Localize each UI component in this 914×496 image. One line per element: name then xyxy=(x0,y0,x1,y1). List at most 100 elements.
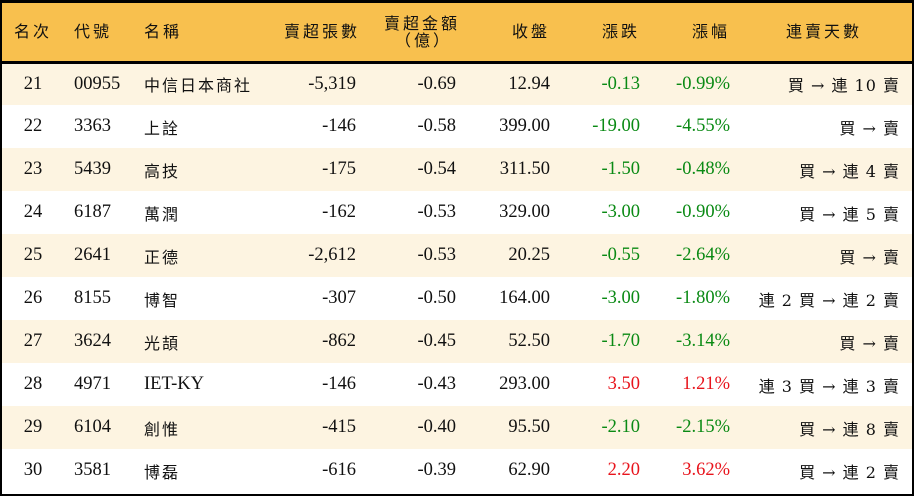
cell-change-pct: -2.15% xyxy=(676,417,730,437)
cell-name: 上詮 xyxy=(144,118,181,138)
cell-change-pct: 3.62% xyxy=(682,460,730,480)
cell-change-pct: -1.80% xyxy=(676,288,730,308)
cell-code: 6104 xyxy=(74,417,111,437)
cell-rank: 28 xyxy=(23,374,43,394)
cell-change-pct: 1.21% xyxy=(682,374,730,394)
cell-sell-lots: -146 xyxy=(322,374,356,394)
cell-change-pct: -0.48% xyxy=(676,159,730,179)
cell-sell-amount: -0.39 xyxy=(417,460,456,480)
cell-sell-lots: -307 xyxy=(322,288,356,308)
cell-name: 高技 xyxy=(144,161,181,181)
table-row: 29 6104 創惟 -415 -0.40 95.50 -2.10 -2.15%… xyxy=(2,406,912,449)
cell-change: -1.50 xyxy=(601,159,640,179)
cell-change: -2.10 xyxy=(601,417,640,437)
cell-change: -3.00 xyxy=(601,202,640,222)
cell-streak: 連 2 買 → 連 2 賣 xyxy=(758,290,900,310)
cell-code: 6187 xyxy=(74,202,111,222)
header-streak: 連賣天數 xyxy=(785,22,862,42)
cell-rank: 30 xyxy=(23,460,43,480)
cell-close: 329.00 xyxy=(499,202,550,222)
cell-name: 正德 xyxy=(144,247,181,267)
table-header: 名次 代號 名稱 賣超張數 賣超金額 （億） 收盤 漲跌 漲幅 連賣天數 xyxy=(2,3,912,62)
cell-change: -19.00 xyxy=(592,116,640,136)
cell-rank: 29 xyxy=(23,417,43,437)
cell-sell-amount: -0.53 xyxy=(417,245,456,265)
cell-streak: 買 → 賣 xyxy=(839,333,900,353)
cell-sell-amount: -0.54 xyxy=(417,159,456,179)
cell-streak: 買 → 連 2 賣 xyxy=(799,462,900,482)
cell-rank: 27 xyxy=(23,331,43,351)
header-row: 名次 代號 名稱 賣超張數 賣超金額 （億） 收盤 漲跌 漲幅 連賣天數 xyxy=(2,3,912,62)
sell-ranking-table: 名次 代號 名稱 賣超張數 賣超金額 （億） 收盤 漲跌 漲幅 連賣天數 21 … xyxy=(2,3,912,492)
cell-close: 52.50 xyxy=(508,331,550,351)
cell-sell-lots: -175 xyxy=(322,159,356,179)
cell-name: 創惟 xyxy=(144,419,181,439)
cell-change: -1.70 xyxy=(601,331,640,351)
table-row: 22 3363 上詮 -146 -0.58 399.00 -19.00 -4.5… xyxy=(2,105,912,148)
cell-rank: 24 xyxy=(23,202,43,222)
cell-streak: 買 → 賣 xyxy=(839,118,900,138)
cell-rank: 25 xyxy=(23,245,43,265)
cell-close: 20.25 xyxy=(508,245,550,265)
cell-sell-amount: -0.58 xyxy=(417,116,456,136)
cell-name: 博智 xyxy=(144,290,181,310)
cell-rank: 23 xyxy=(23,159,43,179)
table-row: 30 3581 博磊 -616 -0.39 62.90 2.20 3.62% 買… xyxy=(2,449,912,492)
cell-close: 12.94 xyxy=(508,73,550,94)
cell-sell-lots: -162 xyxy=(322,202,356,222)
table-row: 28 4971 IET-KY -146 -0.43 293.00 3.50 1.… xyxy=(2,363,912,406)
cell-streak: 買 → 賣 xyxy=(839,247,900,267)
cell-name: 博磊 xyxy=(144,462,181,482)
cell-rank: 22 xyxy=(23,116,43,136)
cell-change: 3.50 xyxy=(607,374,640,394)
table-row: 21 00955 中信日本商社 -5,319 -0.69 12.94 -0.13… xyxy=(2,62,912,105)
cell-sell-amount: -0.45 xyxy=(417,331,456,351)
cell-change-pct: -4.55% xyxy=(676,116,730,136)
table-row: 24 6187 萬潤 -162 -0.53 329.00 -3.00 -0.90… xyxy=(2,191,912,234)
cell-close: 293.00 xyxy=(499,374,550,394)
cell-sell-lots: -146 xyxy=(322,116,356,136)
cell-name: 中信日本商社 xyxy=(144,76,253,96)
cell-change: -3.00 xyxy=(601,288,640,308)
cell-sell-lots: -5,319 xyxy=(308,73,356,94)
cell-rank: 26 xyxy=(23,288,43,308)
cell-close: 399.00 xyxy=(499,116,550,136)
cell-code: 5439 xyxy=(74,159,111,179)
cell-sell-lots: -2,612 xyxy=(308,245,356,265)
cell-sell-lots: -862 xyxy=(322,331,356,351)
table-row: 25 2641 正德 -2,612 -0.53 20.25 -0.55 -2.6… xyxy=(2,234,912,277)
cell-sell-amount: -0.40 xyxy=(417,417,456,437)
cell-change-pct: -3.14% xyxy=(676,331,730,351)
cell-change: -0.55 xyxy=(601,245,640,265)
header-sell-lots: 賣超張數 xyxy=(283,22,360,42)
cell-sell-amount: -0.50 xyxy=(417,288,456,308)
table-row: 26 8155 博智 -307 -0.50 164.00 -3.00 -1.80… xyxy=(2,277,912,320)
cell-name: 萬潤 xyxy=(144,204,181,224)
cell-close: 311.50 xyxy=(499,159,550,179)
cell-code: 4971 xyxy=(74,374,111,394)
cell-streak: 買 → 連 4 賣 xyxy=(799,161,900,181)
cell-streak: 買 → 連 5 賣 xyxy=(799,204,900,224)
cell-sell-amount: -0.53 xyxy=(417,202,456,222)
header-sell-amount-line1: 賣超金額 xyxy=(383,13,460,33)
header-sell-amount: 賣超金額 （億） xyxy=(366,3,466,62)
table-row: 27 3624 光頡 -862 -0.45 52.50 -1.70 -3.14%… xyxy=(2,320,912,363)
cell-sell-lots: -415 xyxy=(322,417,356,437)
cell-change-pct: -2.64% xyxy=(676,245,730,265)
cell-change: -0.13 xyxy=(601,73,640,94)
header-change-pct: 漲幅 xyxy=(691,22,730,42)
cell-sell-amount: -0.43 xyxy=(417,374,456,394)
cell-code: 3581 xyxy=(74,460,111,480)
table-row: 23 5439 高技 -175 -0.54 311.50 -1.50 -0.48… xyxy=(2,148,912,191)
cell-streak: 買 → 連 10 賣 xyxy=(787,76,900,96)
header-name: 名稱 xyxy=(144,22,183,42)
cell-streak: 連 3 買 → 連 3 賣 xyxy=(758,376,900,396)
cell-change: 2.20 xyxy=(607,460,640,480)
cell-streak: 買 → 連 8 賣 xyxy=(799,419,900,439)
header-rank: 名次 xyxy=(13,22,52,42)
cell-code: 3363 xyxy=(74,116,111,136)
cell-close: 62.90 xyxy=(508,460,550,480)
cell-change-pct: -0.99% xyxy=(676,73,730,94)
cell-close: 95.50 xyxy=(508,417,550,437)
table-body: 21 00955 中信日本商社 -5,319 -0.69 12.94 -0.13… xyxy=(2,62,912,492)
